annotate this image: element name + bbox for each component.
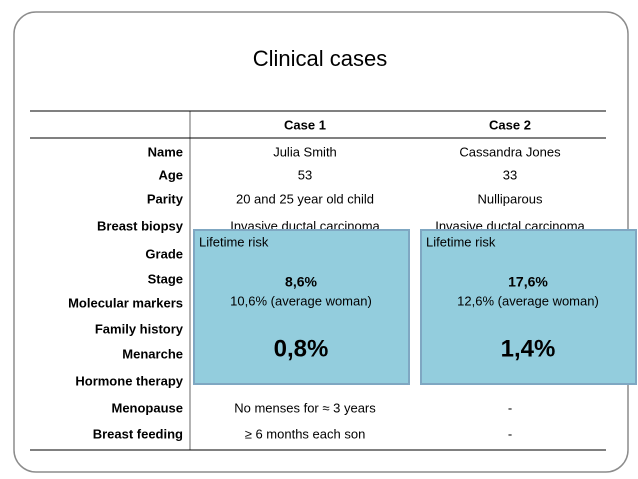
row-label: Molecular markers — [68, 295, 183, 310]
cell: Julia Smith — [273, 144, 337, 159]
risk-box — [420, 229, 637, 385]
column-header: Case 2 — [489, 117, 531, 132]
cell: 53 — [298, 167, 312, 182]
cell: - — [508, 426, 512, 441]
cell: No menses for ≈ 3 years — [234, 400, 376, 415]
risk-value: 17,6% — [508, 274, 548, 290]
row-label: Parity — [147, 191, 184, 206]
cell: - — [508, 400, 512, 415]
cell: Nulliparous — [477, 191, 543, 206]
row-label: Menarche — [122, 346, 183, 361]
risk-average: 12,6% (average woman) — [457, 293, 599, 308]
row-label: Menopause — [111, 400, 183, 415]
risk-heading: Lifetime risk — [426, 234, 496, 249]
cell: Cassandra Jones — [459, 144, 561, 159]
risk-main: 1,4% — [501, 335, 556, 362]
title: Clinical cases — [253, 46, 388, 71]
row-label: Breast biopsy — [97, 218, 184, 233]
cell: 20 and 25 year old child — [236, 191, 374, 206]
row-label: Name — [148, 144, 183, 159]
risk-heading: Lifetime risk — [199, 234, 269, 249]
row-label: Hormone therapy — [75, 373, 183, 388]
row-label: Grade — [145, 246, 183, 261]
cell: ≥ 6 months each son — [245, 426, 366, 441]
row-label: Stage — [148, 271, 183, 286]
risk-main: 0,8% — [274, 335, 329, 362]
risk-box — [193, 229, 410, 385]
cell: 33 — [503, 167, 517, 182]
risk-value: 8,6% — [285, 274, 317, 290]
row-label: Family history — [95, 321, 184, 336]
row-label: Breast feeding — [93, 426, 183, 441]
risk-average: 10,6% (average woman) — [230, 293, 372, 308]
row-label: Age — [158, 167, 183, 182]
column-header: Case 1 — [284, 117, 326, 132]
